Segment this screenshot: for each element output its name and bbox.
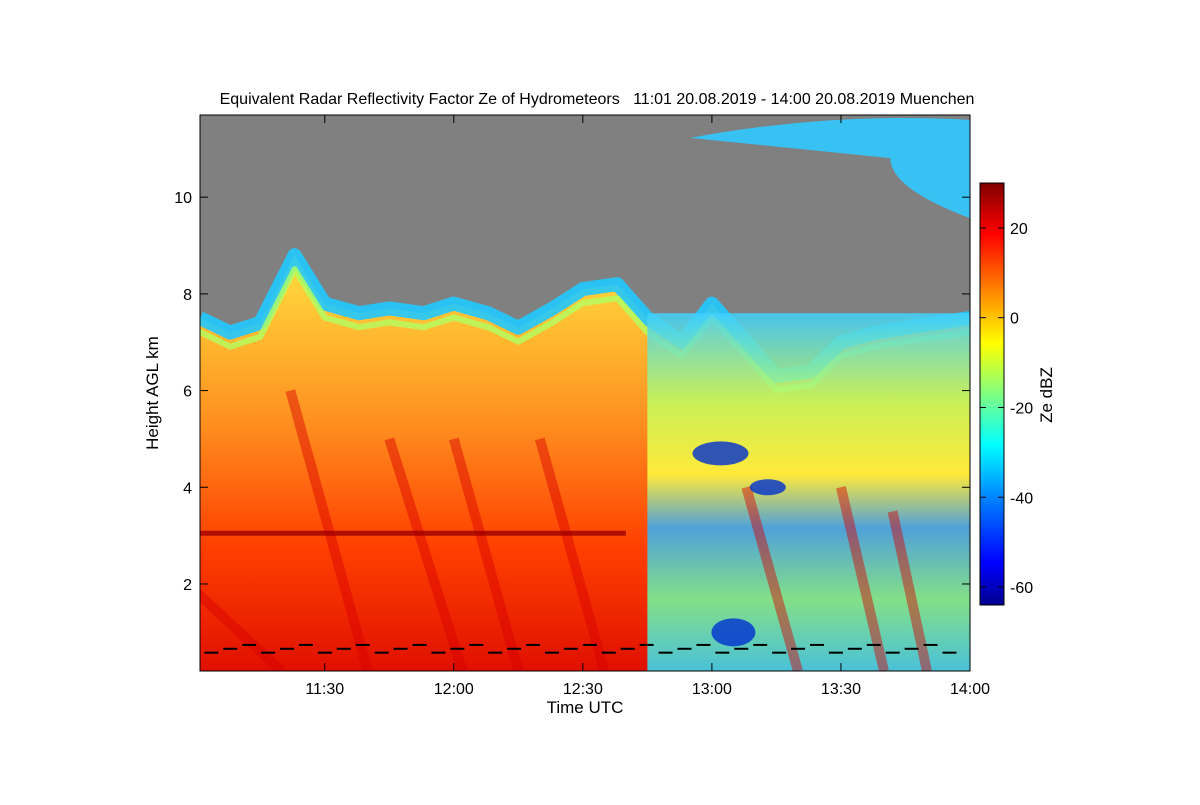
- x-tick-label: 13:30: [821, 681, 861, 698]
- ground-clutter: [753, 643, 768, 646]
- x-tick-label: 13:00: [692, 681, 732, 698]
- y-tick-label: 2: [183, 577, 192, 594]
- ground-clutter: [280, 647, 295, 650]
- y-tick-label: 4: [183, 480, 192, 497]
- ground-clutter: [563, 647, 578, 650]
- ground-clutter: [601, 651, 616, 654]
- ground-clutter: [412, 643, 427, 646]
- ground-clutter: [431, 651, 446, 654]
- y-tick-label: 10: [174, 190, 192, 207]
- x-axis: 11:30 12:00 12:30 13:00 13:30 14:00: [305, 115, 990, 698]
- colorbar-tick-label: 20: [1010, 221, 1028, 238]
- colorbar-ticks: 20 0 -20 -40 -60: [980, 221, 1033, 597]
- ground-clutter: [582, 643, 597, 646]
- ground-clutter: [658, 651, 673, 654]
- weak-echo-pocket: [711, 618, 756, 647]
- ground-clutter: [242, 643, 257, 646]
- ground-clutter: [809, 643, 824, 646]
- y-axis-label: Height AGL km: [143, 336, 162, 450]
- colorbar: [979, 182, 1005, 606]
- ground-clutter: [923, 643, 938, 646]
- ground-clutter: [507, 647, 522, 650]
- colorbar-label: Ze dBZ: [1037, 367, 1056, 423]
- upper-cloud-layer: [690, 117, 970, 219]
- ground-clutter: [620, 647, 635, 650]
- ground-clutter: [469, 643, 484, 646]
- ground-clutter: [847, 647, 862, 650]
- ground-clutter: [942, 651, 957, 654]
- fall-streak: [836, 486, 889, 671]
- ground-clutter: [488, 651, 503, 654]
- fall-streak: [535, 437, 610, 671]
- ground-clutter: [317, 651, 332, 654]
- ground-clutter: [696, 643, 711, 646]
- ground-clutter: [261, 651, 276, 654]
- x-tick-label: 14:00: [950, 681, 990, 698]
- colorbar-tick-label: -20: [1010, 400, 1033, 417]
- chart-title: Equivalent Radar Reflectivity Factor Ze …: [220, 91, 975, 108]
- ground-clutter: [450, 647, 465, 650]
- fall-streak: [887, 510, 932, 671]
- ground-clutter: [791, 647, 806, 650]
- ground-clutter: [715, 651, 730, 654]
- ground-clutter: [223, 647, 238, 650]
- ground-clutter: [904, 647, 919, 650]
- x-tick-label: 12:30: [563, 681, 603, 698]
- ground-clutter: [336, 647, 351, 650]
- y-axis: 2 4 6 8 10: [174, 190, 970, 594]
- ground-clutter: [734, 647, 749, 650]
- x-tick-label: 11:30: [305, 681, 344, 698]
- ground-clutter: [374, 651, 389, 654]
- colorbar-tick-label: -60: [1010, 580, 1033, 597]
- plot-frame: [199, 114, 971, 672]
- ground-clutter: [355, 643, 370, 646]
- ground-clutter: [204, 651, 219, 654]
- y-tick-label: 6: [183, 384, 192, 401]
- ground-clutter: [298, 643, 313, 646]
- plot-area: [200, 115, 970, 671]
- x-axis-label: Time UTC: [547, 698, 624, 717]
- ground-clutter: [526, 643, 541, 646]
- colorbar-tick-label: -40: [1010, 490, 1033, 507]
- colorbar-tick-label: 0: [1010, 311, 1019, 328]
- fall-streak: [448, 437, 524, 671]
- x-tick-label: 12:00: [434, 681, 474, 698]
- weak-echo-region: [647, 313, 970, 671]
- weak-echo-pocket: [692, 441, 749, 466]
- weak-echo-pocket: [749, 479, 786, 496]
- ground-clutter: [544, 651, 559, 654]
- ground-clutter: [772, 651, 787, 654]
- ground-clutter: [639, 643, 654, 646]
- ground-clutter: [866, 643, 881, 646]
- ground-clutter: [677, 647, 692, 650]
- ground-clutter: [393, 647, 408, 650]
- fall-streak: [741, 485, 803, 671]
- ground-clutter: [885, 651, 900, 654]
- fall-streak: [384, 437, 468, 671]
- ground-clutter: [828, 651, 843, 654]
- y-tick-label: 8: [183, 287, 192, 304]
